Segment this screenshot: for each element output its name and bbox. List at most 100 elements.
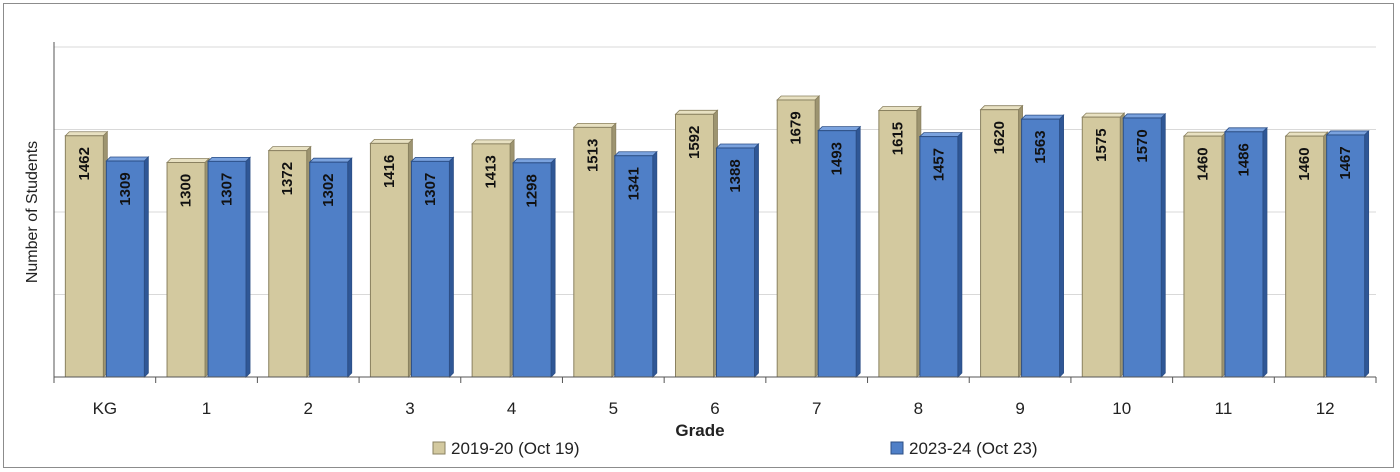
bar-side xyxy=(1364,129,1370,378)
bar-2023-24 xyxy=(207,160,247,378)
data-label: 1615 xyxy=(889,122,906,155)
bar-top xyxy=(715,143,760,149)
x-tick-label: 4 xyxy=(507,399,516,418)
legend-swatch-2019-20 xyxy=(432,441,446,455)
data-label: 1341 xyxy=(625,167,642,200)
bar-2019-20 xyxy=(776,99,816,378)
x-tick-label: 11 xyxy=(1215,399,1233,418)
bar-2023-24 xyxy=(614,155,654,378)
bar-2023-24 xyxy=(309,161,349,378)
x-tick-label: 9 xyxy=(1015,399,1024,418)
bar-side xyxy=(1059,114,1064,378)
legend-swatch-2023-24 xyxy=(890,441,904,455)
bar-top xyxy=(613,151,658,157)
data-label: 1493 xyxy=(829,142,846,175)
bar-2019-20 xyxy=(878,110,918,378)
bar-2023-24 xyxy=(1326,134,1366,378)
data-label: 1307 xyxy=(219,173,236,206)
axes: KG 1 2 3 4 5 6 7 8 9 10 11 12 xyxy=(53,42,1377,418)
data-label: 1513 xyxy=(584,139,601,172)
x-tick-label: 7 xyxy=(812,399,821,418)
bar-top xyxy=(877,106,922,111)
bar-top xyxy=(572,122,617,128)
x-tick-label: 6 xyxy=(710,399,719,418)
data-label: 1300 xyxy=(178,174,195,207)
data-label: 1460 xyxy=(1296,147,1313,180)
bar-top xyxy=(1223,127,1268,133)
data-label: 1592 xyxy=(686,126,703,159)
bar-2019-20 xyxy=(1285,135,1325,378)
legend-label-2023-24: 2023-24 (Oct 23) xyxy=(909,439,1038,458)
bar-2019-20 xyxy=(64,135,104,378)
data-label: 1679 xyxy=(788,111,805,144)
data-label: 1563 xyxy=(1032,130,1049,163)
bar-top xyxy=(674,109,719,115)
bar-side xyxy=(245,156,251,378)
bar-side xyxy=(449,156,454,378)
bar-top xyxy=(267,146,312,152)
bar-top xyxy=(979,105,1024,111)
data-label: 1462 xyxy=(76,147,93,180)
bar-2019-20 xyxy=(471,143,511,378)
legend: 2019-20 (Oct 19) 2023-24 (Oct 23) xyxy=(432,439,1038,458)
bar-side xyxy=(550,157,556,378)
x-tick-label: 3 xyxy=(405,399,414,418)
x-tick-label: 5 xyxy=(609,399,618,418)
x-tick-label: 12 xyxy=(1316,399,1335,418)
bar-2023-24 xyxy=(512,162,552,378)
x-tick-label: 1 xyxy=(202,399,211,418)
bar-top xyxy=(1020,114,1065,120)
data-label: 1309 xyxy=(117,172,134,205)
bar-2023-24 xyxy=(817,130,857,378)
bar-top xyxy=(471,139,516,145)
data-label: 1302 xyxy=(320,173,337,206)
bar-side xyxy=(1262,126,1268,378)
data-label: 1460 xyxy=(1194,147,1211,180)
bar-side xyxy=(754,143,759,378)
bar-top xyxy=(918,132,963,137)
bar-side xyxy=(347,157,353,378)
bar-side xyxy=(143,156,149,378)
bar-top xyxy=(105,156,150,162)
x-tick-label: 2 xyxy=(303,399,312,418)
bar-2019-20 xyxy=(1183,135,1223,378)
data-label: 1467 xyxy=(1337,146,1354,179)
x-axis-title: Grade xyxy=(675,421,724,440)
data-label: 1575 xyxy=(1093,128,1110,161)
bar-top xyxy=(207,156,252,162)
data-label: 1298 xyxy=(524,174,541,207)
data-label: 1486 xyxy=(1235,143,1252,176)
data-label: 1388 xyxy=(727,159,744,192)
data-label: 1620 xyxy=(991,121,1008,154)
bar-2023-24 xyxy=(1021,118,1061,378)
x-tick-label: 10 xyxy=(1112,399,1131,418)
bar-top xyxy=(512,158,557,164)
bar-2023-24 xyxy=(410,160,450,378)
bar-side xyxy=(957,131,963,378)
y-axis-title: Number of Students xyxy=(24,141,41,283)
legend-label-2019-20: 2019-20 (Oct 19) xyxy=(451,439,580,458)
x-tick-label: KG xyxy=(93,399,118,418)
data-label: 1416 xyxy=(381,155,398,188)
bar-2019-20 xyxy=(369,142,409,378)
bar-top xyxy=(1081,112,1126,118)
bar-top xyxy=(776,95,821,101)
bar-top xyxy=(1122,113,1167,119)
bar-2023-24 xyxy=(919,136,959,378)
bar-top xyxy=(166,158,211,163)
bar-2023-24 xyxy=(1122,117,1162,378)
x-tick-label: 8 xyxy=(914,399,923,418)
bar-top xyxy=(369,138,414,144)
bar-side xyxy=(652,150,658,378)
bar-2019-20 xyxy=(675,113,714,378)
bar-side xyxy=(855,125,861,378)
data-label: 1372 xyxy=(279,162,296,195)
bar-2023-24 xyxy=(105,160,145,378)
bar-2019-20 xyxy=(980,109,1020,378)
bar-top xyxy=(817,126,862,132)
bar-top xyxy=(1284,131,1329,137)
bar-top xyxy=(1325,130,1370,136)
bar-top xyxy=(64,131,109,137)
data-label: 1457 xyxy=(930,148,947,181)
